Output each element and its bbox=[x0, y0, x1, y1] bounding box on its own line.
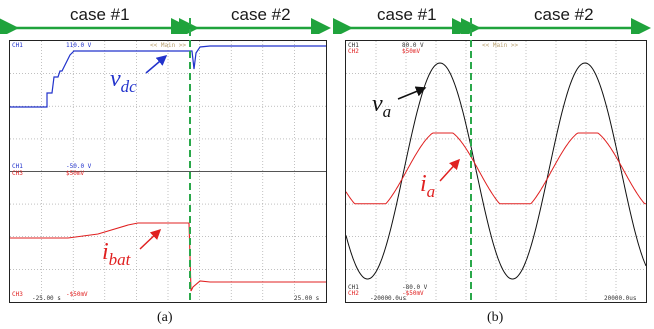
scope-a-mid-v3: $50mV bbox=[66, 170, 85, 177]
case1-label-b: case #1 bbox=[377, 5, 437, 24]
ibat-label: ibat bbox=[102, 239, 131, 269]
scope-a-top-val: 110.0 V bbox=[66, 42, 92, 49]
scope-b-plot bbox=[346, 41, 646, 302]
scope-a-time-right: 25.00 s bbox=[294, 295, 320, 302]
scope-b-bot-ch1: CH1 bbox=[348, 284, 359, 291]
case1-label-a: case #1 bbox=[70, 5, 130, 24]
vdc-label: vdc bbox=[110, 66, 137, 96]
ia-label: ia bbox=[420, 171, 436, 201]
scope-a-mid-v1: -50.0 V bbox=[66, 163, 92, 170]
scope-b-bot-ch2: CH2 bbox=[348, 290, 359, 297]
va-label: va bbox=[372, 91, 392, 121]
caption-b: (b) bbox=[487, 310, 504, 325]
ia-trace bbox=[346, 132, 646, 205]
case2-label-b: case #2 bbox=[534, 5, 594, 24]
scope-b-bot-v1: -80.0 V bbox=[402, 284, 428, 291]
scope-panel-a: CH1 110.0 V << Main >> CH1 -50.0 V CH3 $… bbox=[9, 40, 327, 303]
scope-a-mid-ch3: CH3 bbox=[12, 170, 23, 177]
scope-b-time-left: -20000.0us bbox=[370, 295, 407, 302]
scope-b-top-v2: $50mV bbox=[402, 48, 421, 55]
vdc-trace bbox=[10, 45, 326, 108]
scope-a-plot bbox=[10, 41, 326, 302]
scope-a-time-left: -25.00 s bbox=[32, 295, 61, 302]
scope-b-time-right: 20000.0us bbox=[604, 295, 637, 302]
scope-a-mode: << Main >> bbox=[150, 42, 187, 49]
scope-a-bot-ch: CH3 bbox=[12, 291, 23, 298]
scope-b-top-ch1: CH1 bbox=[348, 42, 359, 49]
scope-a-mid-ch1: CH1 bbox=[12, 163, 23, 170]
scope-a-bot-val: -$50mV bbox=[66, 291, 88, 298]
scope-b-top-ch2: CH2 bbox=[348, 48, 359, 55]
scope-b-mode: << Main >> bbox=[482, 42, 519, 49]
scope-panel-b: CH1 80.0 V CH2 $50mV << Main >> CH1 -80.… bbox=[345, 40, 647, 303]
case-arrows bbox=[0, 18, 651, 34]
scope-b-top-v1: 80.0 V bbox=[402, 42, 424, 49]
scope-a-top-ch: CH1 bbox=[12, 42, 23, 49]
case2-label-a: case #2 bbox=[231, 5, 291, 24]
va-trace bbox=[346, 62, 646, 280]
scope-b-bot-v2: -$50mV bbox=[402, 290, 424, 297]
caption-a: (a) bbox=[157, 310, 173, 325]
